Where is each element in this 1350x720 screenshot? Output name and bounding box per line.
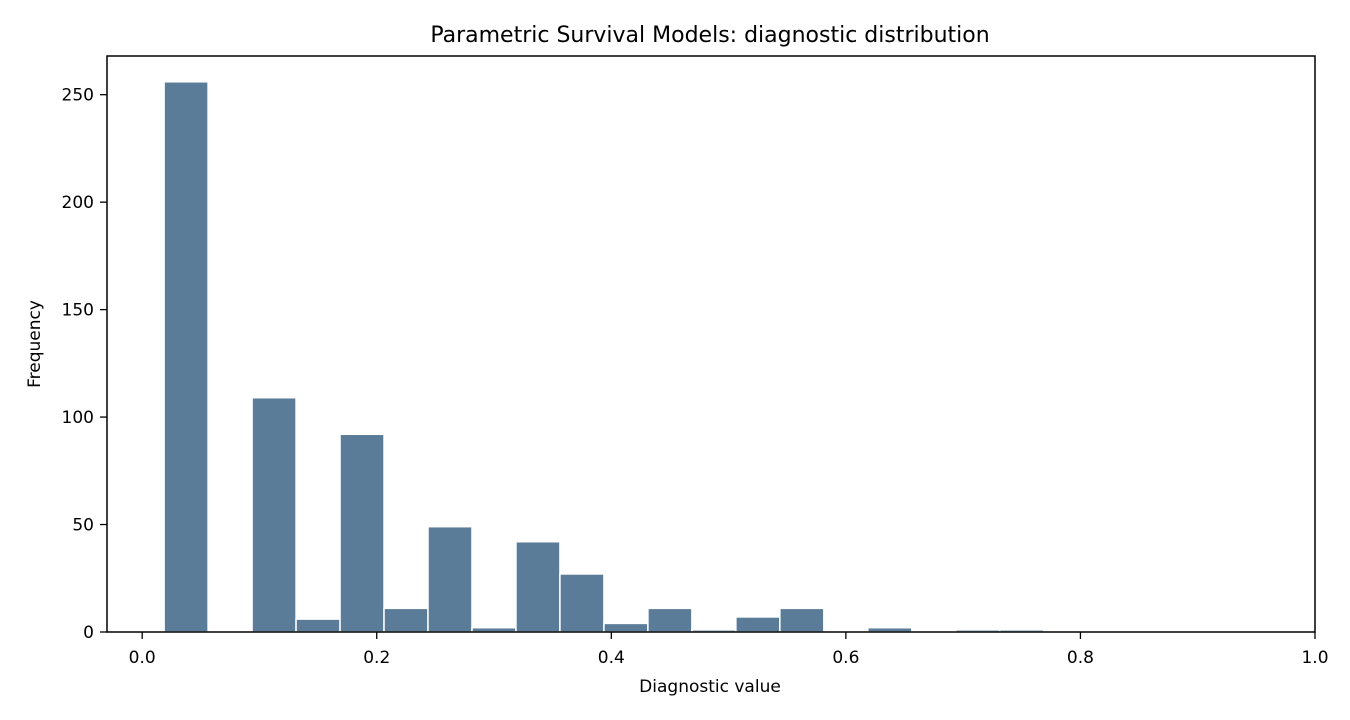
x-axis-ticks: 0.0 0.2 0.4 0.6 0.8 1.0 (129, 632, 1329, 668)
histogram-bar-3 (295, 618, 341, 633)
x-tick-label: 0.8 (1067, 648, 1094, 668)
histogram-bar-8 (515, 540, 561, 633)
x-tick-label: 0.2 (363, 648, 390, 668)
chart-title: Parametric Survival Models: diagnostic d… (430, 23, 989, 48)
plot-frame (106, 55, 1316, 633)
x-tick-label: 0.0 (129, 648, 156, 668)
histogram-bar-5 (383, 607, 429, 633)
histogram-bar-2 (251, 396, 297, 633)
x-tick-label: 0.6 (832, 648, 859, 668)
y-tick-label: 100 (62, 408, 94, 428)
histogram-bar-9 (559, 573, 605, 633)
y-tick-label: 0 (83, 623, 94, 643)
y-tick-label: 50 (72, 516, 94, 536)
histogram-bar-4 (339, 433, 385, 633)
y-tick-label: 200 (62, 193, 94, 213)
y-axis-label: Frequency (25, 300, 45, 388)
histogram-bar-13 (735, 616, 781, 633)
x-tick-label: 0.4 (598, 648, 625, 668)
histogram-bar-11 (647, 607, 693, 633)
y-tick-label: 150 (62, 301, 94, 321)
x-axis-label: Diagnostic value (639, 677, 781, 697)
x-tick-label: 1.0 (1301, 648, 1328, 668)
y-tick-label: 250 (62, 86, 94, 106)
bars-group (163, 81, 1265, 633)
histogram-bar-14 (779, 607, 825, 633)
histogram-bar-0 (163, 81, 209, 633)
y-axis-ticks: 0 50 100 150 200 250 (62, 86, 107, 643)
histogram-bar-6 (427, 525, 473, 633)
histogram-bar-10 (603, 622, 649, 633)
